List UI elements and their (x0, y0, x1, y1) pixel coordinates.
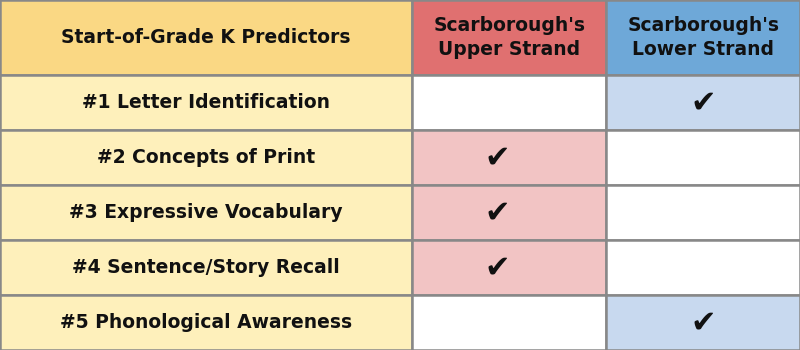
Text: ✔: ✔ (690, 88, 716, 117)
Text: #5 Phonological Awareness: #5 Phonological Awareness (60, 313, 352, 332)
Bar (606, 295, 800, 350)
Bar (0, 295, 412, 350)
Bar (606, 0, 800, 75)
Bar (412, 75, 606, 130)
Bar (412, 295, 606, 350)
Text: ✔: ✔ (690, 308, 716, 337)
Text: Scarborough's
Upper Strand: Scarborough's Upper Strand (434, 16, 586, 59)
Bar (0, 130, 412, 185)
Text: #3 Expressive Vocabulary: #3 Expressive Vocabulary (69, 203, 343, 222)
Bar (412, 240, 606, 295)
Bar (606, 185, 800, 240)
Text: Scarborough's
Lower Strand: Scarborough's Lower Strand (627, 16, 779, 59)
Text: ✔: ✔ (485, 143, 510, 172)
Bar (0, 185, 412, 240)
Text: ✔: ✔ (485, 198, 510, 227)
Bar (412, 185, 606, 240)
Bar (412, 0, 606, 75)
Bar (606, 75, 800, 130)
Bar (0, 240, 412, 295)
Text: Start-of-Grade K Predictors: Start-of-Grade K Predictors (62, 28, 350, 47)
Bar (0, 75, 412, 130)
Text: #1 Letter Identification: #1 Letter Identification (82, 93, 330, 112)
Bar (606, 130, 800, 185)
Text: #2 Concepts of Print: #2 Concepts of Print (97, 148, 315, 167)
Text: ✔: ✔ (485, 253, 510, 282)
Bar (412, 130, 606, 185)
Text: #4 Sentence/Story Recall: #4 Sentence/Story Recall (72, 258, 340, 277)
Bar (606, 240, 800, 295)
Bar (0, 0, 412, 75)
